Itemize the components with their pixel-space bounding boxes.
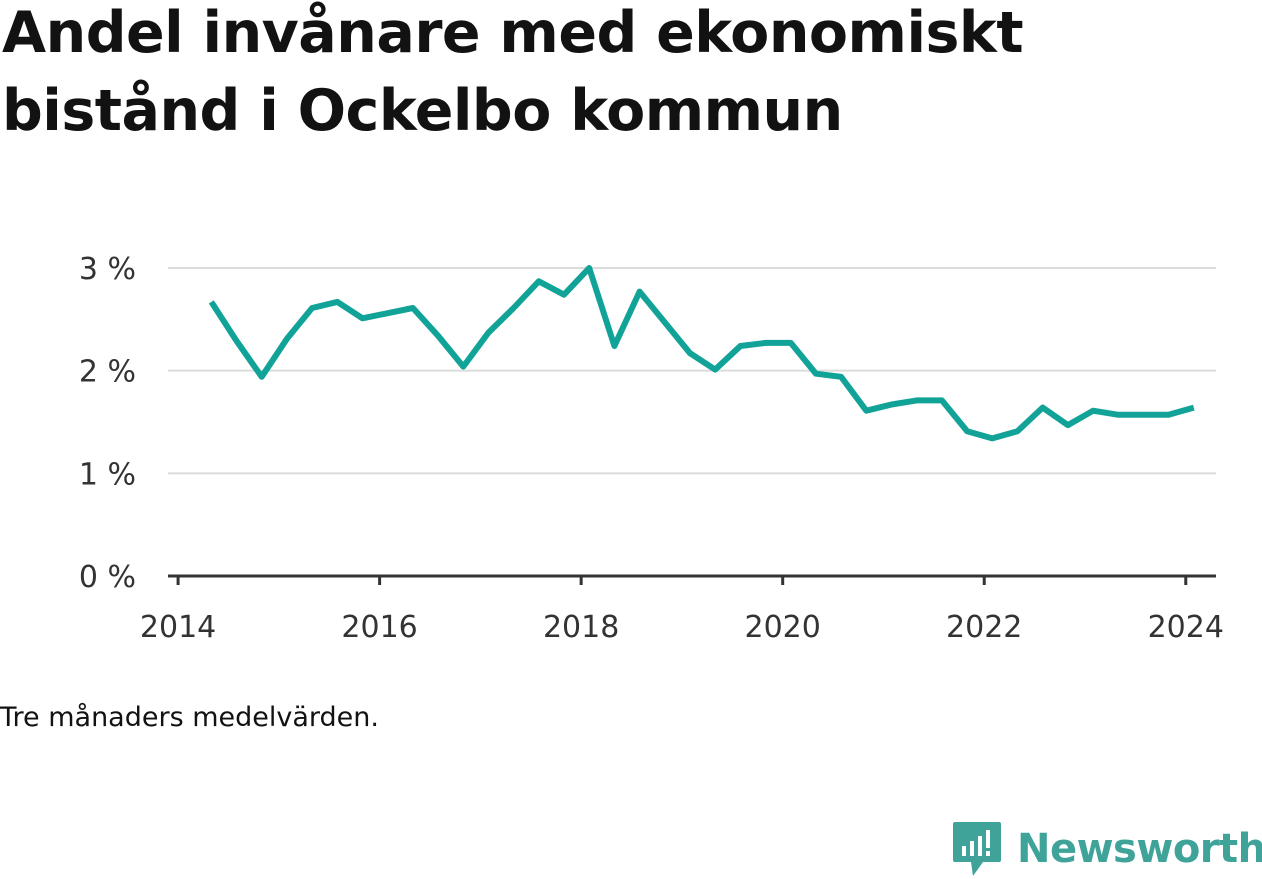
newsworthy-logo-icon xyxy=(953,822,1001,876)
series-layer xyxy=(208,265,1195,442)
x-tick-label: 2018 xyxy=(543,610,619,645)
y-tick-label: 0 % xyxy=(79,560,136,595)
brand-name: Newsworthy xyxy=(1017,826,1262,872)
x-tick-label: 2020 xyxy=(745,610,821,645)
gridlines xyxy=(168,267,1216,475)
axes: 0 % 1 % 2 % 3 % 2014 2016 2018 2020 2022 2024 xyxy=(79,252,1224,645)
x-tick-label: 2024 xyxy=(1148,610,1224,645)
series-line xyxy=(208,265,1195,442)
x-tick-label: 2016 xyxy=(341,610,417,645)
y-tick-label: 1 % xyxy=(79,457,136,492)
line-chart: 0 % 1 % 2 % 3 % 2014 2016 2018 2020 2022 2024 xyxy=(79,252,1224,645)
x-tick-label: 2022 xyxy=(946,610,1022,645)
y-tick-label: 2 % xyxy=(79,355,136,390)
brand-logo: Newsworthy xyxy=(951,820,1262,878)
y-tick-label: 3 % xyxy=(79,252,136,287)
chart-note: Tre månaders medelvärden. xyxy=(0,702,379,733)
chart-title: Andel invånare med ekonomiskt bistånd i … xyxy=(2,0,1024,144)
x-tick-label: 2014 xyxy=(140,610,216,645)
